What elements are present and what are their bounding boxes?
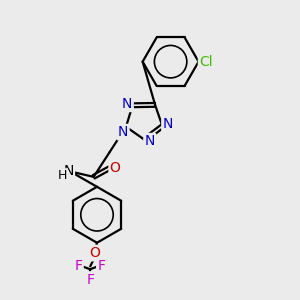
Text: O: O xyxy=(89,246,100,260)
Text: Cl: Cl xyxy=(199,55,213,69)
Text: F: F xyxy=(86,273,94,286)
Text: F: F xyxy=(74,259,83,273)
Text: N: N xyxy=(118,125,128,139)
Text: H: H xyxy=(57,169,67,182)
Text: N: N xyxy=(122,97,133,111)
Text: O: O xyxy=(110,161,121,175)
Text: N: N xyxy=(145,134,155,148)
Text: N: N xyxy=(63,164,74,178)
Text: F: F xyxy=(98,259,105,273)
Text: N: N xyxy=(163,117,173,131)
